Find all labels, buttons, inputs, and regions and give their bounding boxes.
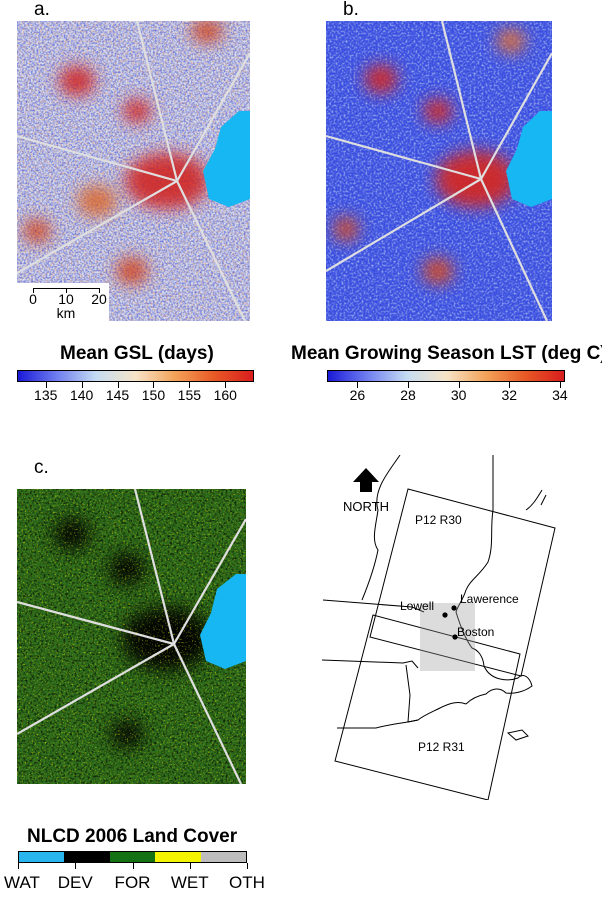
gsl-colorbar-tick-label: 160 (213, 387, 237, 403)
scale-bar-unit: km (56, 305, 76, 321)
scale-bar-label: 0 (29, 291, 37, 307)
city-marker-lawerence (451, 605, 457, 611)
scale-bar-label: 20 (91, 291, 107, 307)
lst-colorbar-tick (509, 382, 511, 388)
landcover-legend-tick (75, 863, 77, 869)
lst-colorbar-tick (458, 382, 460, 388)
landcover-swatch-oth (200, 852, 247, 862)
gsl-colorbar-tick-label: 135 (34, 387, 58, 403)
scale-bar-tick (33, 288, 34, 293)
landcover-legend-tick (247, 863, 248, 869)
north-label: NORTH (343, 499, 389, 514)
city-marker-boston (452, 634, 458, 640)
scale-bar-tick (99, 288, 100, 293)
gsl-colorbar-tick (117, 382, 119, 388)
lst-colorbar-title: Mean Growing Season LST (deg C) (291, 343, 602, 364)
landcover-swatch-for (109, 852, 156, 862)
landcover-legend-tick (189, 863, 191, 869)
lst-colorbar (327, 370, 565, 382)
landcover-legend-tick (18, 863, 19, 869)
landcover-swatch-wet (155, 852, 201, 862)
lst-map-image (326, 21, 552, 321)
city-label-lawerence: Lawerence (460, 592, 519, 606)
panel-c-label: c. (34, 457, 49, 478)
gsl-colorbar-tick (225, 382, 227, 388)
locator-map: NORTH P12 R30 P12 R31 Lowell Lawerence B… (300, 455, 602, 800)
landcover-legend-tick (132, 863, 134, 869)
landcover-map (17, 489, 246, 784)
landcover-swatch-wat (19, 852, 65, 862)
scene-label-p12r30: P12 R30 (415, 513, 462, 527)
lst-colorbar-tick-label: 34 (552, 387, 568, 403)
gsl-map: 0 10 20 km (17, 21, 250, 321)
gsl-colorbar-tick-label: 140 (69, 387, 94, 403)
lst-colorbar-tick (408, 382, 410, 388)
gsl-colorbar (17, 370, 254, 382)
lst-colorbar-tick-label: 26 (349, 387, 366, 403)
gsl-colorbar-tick (45, 382, 47, 388)
lst-colorbar-tick-label: 32 (501, 387, 518, 403)
locator-map-image (321, 455, 556, 800)
panel-b-label: b. (343, 0, 359, 20)
landcover-legend-bar (18, 851, 247, 863)
gsl-colorbar-tick-label: 155 (177, 387, 202, 403)
landcover-swatch-dev (64, 852, 110, 862)
scale-bar-tick (66, 288, 67, 293)
lst-colorbar-tick (357, 382, 359, 388)
landcover-map-image (17, 489, 246, 784)
lst-map (326, 21, 552, 321)
city-label-lowell: Lowell (400, 599, 435, 613)
gsl-colorbar-tick-label: 150 (141, 387, 166, 403)
city-marker-lowell (442, 612, 448, 618)
gsl-colorbar-tick (153, 382, 155, 388)
gsl-colorbar-tick (189, 382, 191, 388)
gsl-map-image (17, 21, 250, 321)
gsl-colorbar-title: Mean GSL (days) (60, 343, 214, 364)
lst-colorbar-tick-label: 28 (400, 387, 416, 403)
landcover-legend-title: NLCD 2006 Land Cover (27, 826, 238, 847)
panel-a-label: a. (34, 0, 50, 20)
gsl-colorbar-tick (81, 382, 83, 388)
landcover-legend-label: FOR (114, 873, 151, 892)
landcover-legend-label: WAT (4, 873, 40, 892)
landcover-legend-label: WET (170, 873, 209, 892)
lst-colorbar-tick (559, 382, 561, 388)
landcover-legend-label: DEV (57, 873, 93, 892)
city-label-boston: Boston (457, 625, 495, 639)
scale-bar-label: 10 (58, 291, 74, 307)
lst-colorbar-tick-label: 30 (450, 387, 467, 403)
gsl-colorbar-tick-label: 145 (105, 387, 130, 403)
scene-label-p12r31: P12 R31 (418, 740, 465, 754)
landcover-legend-label: OTH (229, 873, 265, 892)
